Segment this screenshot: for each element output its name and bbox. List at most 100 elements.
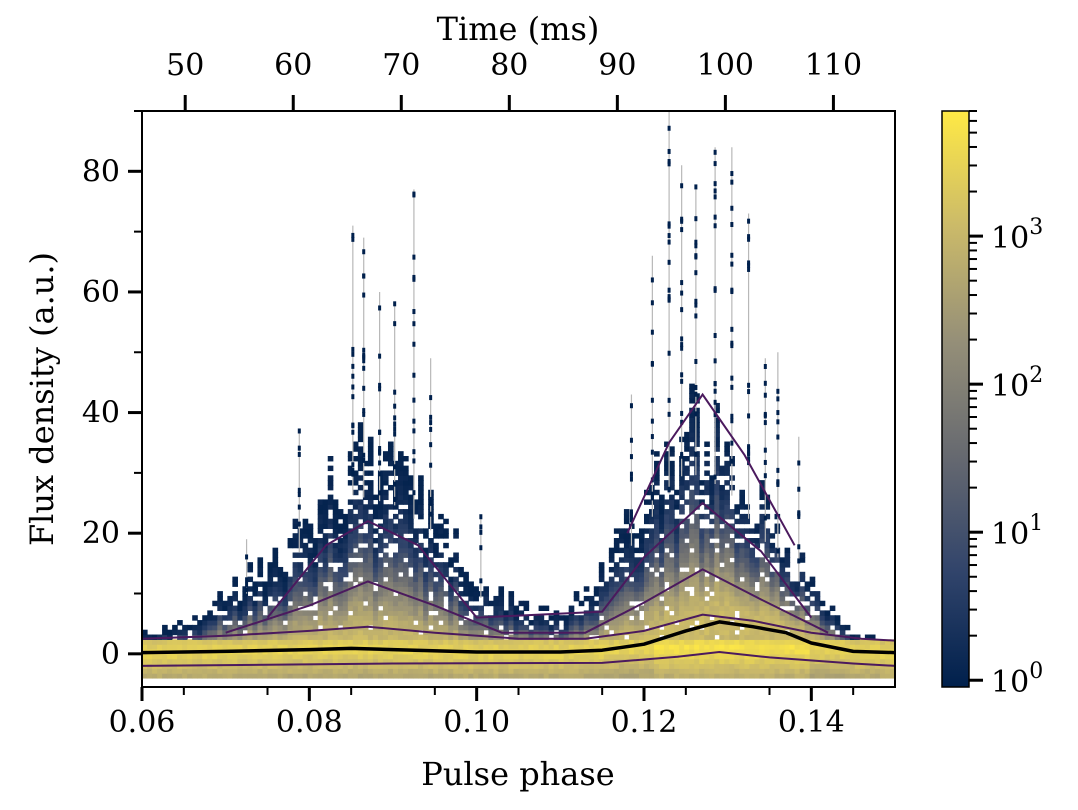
heatmap-cell	[307, 639, 314, 645]
heatmap-cell	[613, 668, 620, 674]
spike-point	[694, 391, 698, 397]
heatmap-cell	[317, 653, 324, 660]
heatmap-cell	[413, 629, 419, 636]
heatmap-cell	[347, 600, 354, 607]
spike-point	[351, 373, 355, 379]
heatmap-cell	[367, 533, 374, 539]
heatmap-cell	[387, 620, 394, 626]
heatmap-cell	[709, 639, 715, 645]
heatmap-cell	[704, 600, 710, 607]
heatmap-cell	[217, 663, 223, 669]
heatmap-cell	[714, 658, 720, 665]
heatmap-cell	[694, 489, 700, 496]
heatmap-cell	[664, 610, 670, 616]
heatmap-cell	[573, 644, 580, 650]
heatmap-cell	[257, 634, 264, 640]
heatmap-cell	[382, 533, 389, 539]
heatmap-cell	[879, 668, 886, 674]
heatmap-cell	[307, 581, 314, 587]
heatmap-cell	[784, 663, 791, 669]
heatmap-cell	[352, 595, 359, 602]
heatmap-cell	[187, 673, 193, 679]
heatmap-cell	[377, 629, 384, 636]
spike-point	[362, 385, 366, 391]
heatmap-cell	[202, 644, 208, 650]
heatmap-cell	[483, 644, 489, 650]
heatmap-cell	[393, 484, 399, 491]
heatmap-cell	[508, 673, 515, 679]
heatmap-cell	[503, 610, 510, 616]
heatmap-cell	[503, 639, 510, 645]
spike-point	[667, 221, 671, 227]
heatmap-cell	[729, 624, 735, 631]
x-tick-label: 0.14	[778, 705, 845, 740]
heatmap-cell	[844, 668, 851, 674]
heatmap-cell	[809, 644, 816, 650]
heatmap-cell	[704, 634, 710, 640]
heatmap-cell	[714, 446, 720, 452]
heatmap-cell	[448, 576, 454, 583]
heatmap-cell	[302, 581, 309, 587]
heatmap-cell	[252, 634, 259, 640]
heatmap-cell	[142, 629, 148, 636]
heatmap-cell	[398, 673, 404, 679]
heatmap-cell	[448, 615, 454, 621]
heatmap-cell	[664, 644, 670, 650]
heatmap-cell	[633, 620, 640, 626]
heatmap-cell	[377, 566, 384, 573]
heatmap-cell	[814, 605, 821, 612]
heatmap-cell	[488, 639, 494, 645]
heatmap-cell	[277, 576, 284, 583]
heatmap-cell	[844, 644, 851, 650]
heatmap-cell	[764, 644, 771, 650]
heatmap-cell	[764, 663, 771, 669]
heatmap-cell	[393, 513, 399, 520]
heatmap-cell	[212, 673, 218, 679]
heatmap-cell	[628, 673, 635, 679]
heatmap-cell	[272, 547, 279, 554]
heatmap-cell	[287, 634, 294, 640]
heatmap-cell	[749, 634, 756, 640]
heatmap-cell	[377, 499, 384, 505]
heatmap-cell	[633, 557, 640, 563]
heatmap-cell	[523, 605, 530, 612]
heatmap-cell	[367, 504, 374, 510]
heatmap-cell	[669, 649, 675, 655]
heatmap-cell	[684, 480, 690, 486]
heatmap-cell	[578, 634, 585, 640]
heatmap-cell	[684, 629, 690, 636]
heatmap-cell	[372, 658, 379, 665]
heatmap-cell	[297, 668, 304, 674]
heatmap-cell	[583, 586, 590, 592]
heatmap-cell	[819, 615, 826, 621]
heatmap-cell	[759, 562, 766, 568]
heatmap-cell	[578, 658, 585, 665]
heatmap-cell	[342, 586, 349, 592]
heatmap-cell	[267, 591, 274, 597]
heatmap-cell	[588, 629, 595, 636]
spike-point	[378, 471, 382, 477]
heatmap-cell	[759, 600, 766, 607]
heatmap-cell	[222, 615, 228, 621]
heatmap-cell	[689, 398, 695, 404]
heatmap-cell	[744, 557, 751, 563]
heatmap-cell	[403, 615, 409, 621]
heatmap-cell	[744, 644, 751, 650]
spike-point	[297, 445, 301, 451]
heatmap-cell	[704, 653, 710, 660]
heatmap-cell	[418, 509, 424, 515]
heatmap-cell	[769, 605, 776, 612]
heatmap-cell	[382, 494, 389, 501]
heatmap-cell	[694, 460, 700, 467]
heatmap-cell	[267, 571, 274, 578]
heatmap-cell	[669, 504, 675, 510]
heatmap-cell	[317, 644, 324, 650]
heatmap-cell	[679, 610, 685, 616]
heatmap-cell	[749, 639, 756, 645]
spike-point	[378, 460, 382, 466]
heatmap-cell	[724, 571, 730, 578]
heatmap-cell	[633, 533, 640, 539]
heatmap-cell	[613, 629, 620, 636]
heatmap-cell	[377, 653, 384, 660]
heatmap-cell	[262, 615, 269, 621]
